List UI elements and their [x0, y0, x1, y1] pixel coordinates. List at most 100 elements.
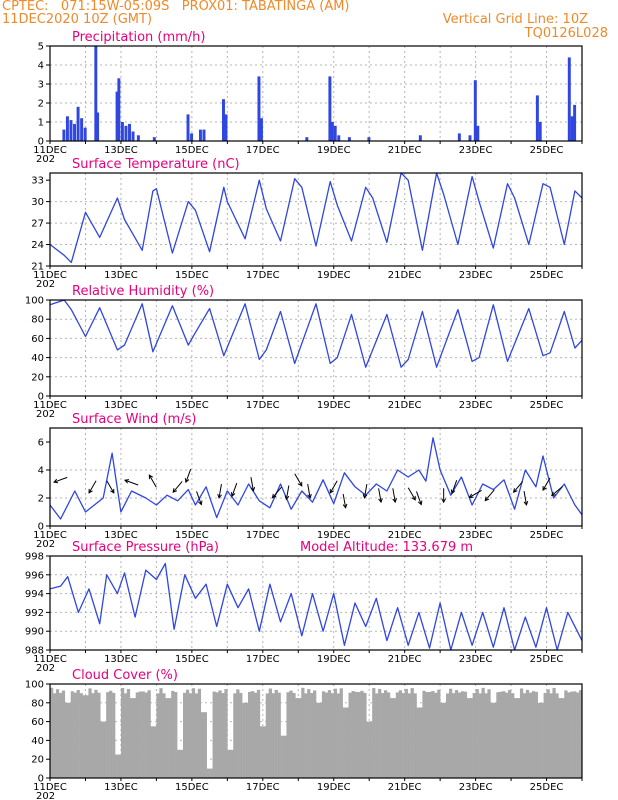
cloud-bar-139 [460, 691, 465, 778]
wind-arrow-25 [484, 489, 495, 502]
cloud-bar-22 [115, 754, 119, 778]
cloud-bar-25 [123, 693, 128, 778]
panel-0-xlabel-3: 17DEC [246, 145, 280, 156]
panel-4-xlabel-0: 11DEC [33, 654, 67, 665]
cloud-bar-143 [472, 693, 476, 778]
wind-arrow-13 [294, 473, 303, 487]
panel-1-ytick-2: 27 [31, 219, 44, 230]
cloud-bar-6 [67, 702, 71, 778]
panel-0-ytick-2: 2 [38, 99, 44, 110]
panel-0-title: Precipitation (mm/h) [72, 30, 205, 45]
cloud-bar-124 [416, 707, 420, 778]
panel-0-xlabel-4: 19DEC [317, 145, 351, 156]
panel-1-xlabel-3: 17DEC [246, 270, 280, 281]
precip-bar-12 [124, 125, 128, 141]
wind-arrow-6 [184, 468, 192, 484]
panel-0-xlabel-5: 21DEC [388, 145, 422, 156]
panel-0-xlabel-1: 13DEC [104, 145, 138, 156]
cloud-bar-141 [466, 698, 470, 778]
cloud-bar-150 [493, 702, 497, 778]
panel-5-xlabel-3: 17DEC [246, 782, 280, 793]
cloud-bar-38 [162, 693, 166, 778]
cloud-bar-111 [378, 688, 382, 778]
cloud-bar-129 [431, 690, 435, 778]
panel-5-ytick-3: 60 [31, 717, 44, 728]
cloud-bar-82 [292, 692, 296, 778]
precip-bar-34 [468, 135, 472, 141]
cloud-bar-134 [446, 693, 450, 778]
panel-1-grid [50, 173, 582, 266]
cloud-bar-70 [256, 689, 261, 778]
panel-0-grid [50, 46, 582, 141]
cloud-bar-144 [475, 689, 479, 778]
wind-arrow-23 [450, 480, 458, 495]
header-location: CPTEC: 071:15W-05:09S PROX01: TABATINGA … [2, 0, 350, 14]
panel-5-xlabel-4: 19DEC [317, 782, 351, 793]
cloud-bar-34 [150, 726, 154, 778]
panel-4-ytick-5: 998 [25, 552, 44, 563]
cloud-bar-151 [496, 692, 500, 778]
cloud-bar-135 [449, 688, 453, 778]
panel-3-xsub: 202 [36, 539, 55, 550]
cloud-bar-59 [224, 689, 228, 778]
cloud-bar-163 [531, 691, 536, 778]
cloud-bar-99 [342, 707, 346, 778]
cloud-bar-13 [88, 688, 92, 778]
cloud-bar-157 [514, 698, 518, 778]
panel-3-frame [49, 427, 583, 527]
cloud-bar-0 [50, 687, 54, 778]
cloud-bar-1 [52, 693, 57, 778]
cloud-bar-75 [271, 693, 275, 778]
cloud-bar-97 [336, 693, 340, 778]
cloud-bar-149 [490, 702, 494, 778]
cloud-bar-146 [481, 687, 485, 778]
cloud-bar-4 [61, 690, 66, 778]
panel-2-xlabel-2: 15DEC [175, 400, 209, 411]
cloud-bar-64 [239, 692, 243, 778]
cloud-bar-42 [174, 692, 178, 778]
panel-5-xlabel-2: 15DEC [175, 782, 209, 793]
cloud-bar-37 [159, 688, 163, 778]
cloud-bar-69 [253, 692, 258, 778]
cloud-bar-21 [112, 692, 116, 778]
header-code: TQ0126L028 [524, 26, 608, 41]
panel-1-ytick-1: 24 [31, 240, 44, 251]
panel-0-ytick-1: 1 [38, 118, 44, 129]
precip-bar-29 [337, 135, 341, 141]
cloud-bar-20 [109, 690, 113, 778]
cloud-bar-158 [516, 698, 521, 778]
panel-3-xlabel-4: 19DEC [317, 530, 351, 541]
cloud-bar-179 [579, 690, 583, 778]
panel-1-xlabel-0: 11DEC [33, 270, 67, 281]
cloud-bar-76 [274, 689, 278, 778]
cloud-bar-83 [295, 698, 299, 778]
panel-5-frame [49, 683, 583, 779]
precip-bar-23 [257, 76, 261, 141]
panel-4-title: Surface Pressure (hPa) [72, 540, 219, 555]
cloud-bar-121 [407, 693, 411, 778]
panel-1-frame [49, 172, 583, 267]
wind-arrow-1 [88, 480, 97, 494]
panel-2-xlabel-5: 21DEC [388, 400, 422, 411]
panel-4-ytick-2: 992 [25, 608, 44, 619]
wind-arrow-15 [329, 480, 338, 494]
cloud-bar-140 [463, 691, 468, 778]
cloud-bar-71 [259, 726, 264, 778]
cloud-bar-101 [348, 692, 352, 778]
panel-2-xlabel-7: 25DEC [530, 400, 564, 411]
precip-bar-21 [222, 99, 225, 141]
cloud-bar-46 [185, 689, 190, 778]
cloud-bar-167 [543, 692, 547, 778]
panel-0-ytick-0: 0 [38, 137, 44, 148]
cloud-bar-162 [528, 692, 533, 778]
wind-arrow-4 [148, 474, 157, 488]
cloud-bar-24 [120, 687, 125, 778]
panel-4-xlabel-7: 25DEC [530, 654, 564, 665]
cloud-bar-29 [135, 692, 139, 778]
panel-2-ytick-4: 80 [31, 315, 44, 326]
cloud-bar-78 [280, 735, 284, 778]
panel-3-xlabel-1: 13DEC [104, 530, 138, 541]
cloud-bar-44 [180, 749, 184, 778]
wind-arrow-22 [441, 488, 447, 504]
precip-bar-9 [115, 91, 119, 141]
